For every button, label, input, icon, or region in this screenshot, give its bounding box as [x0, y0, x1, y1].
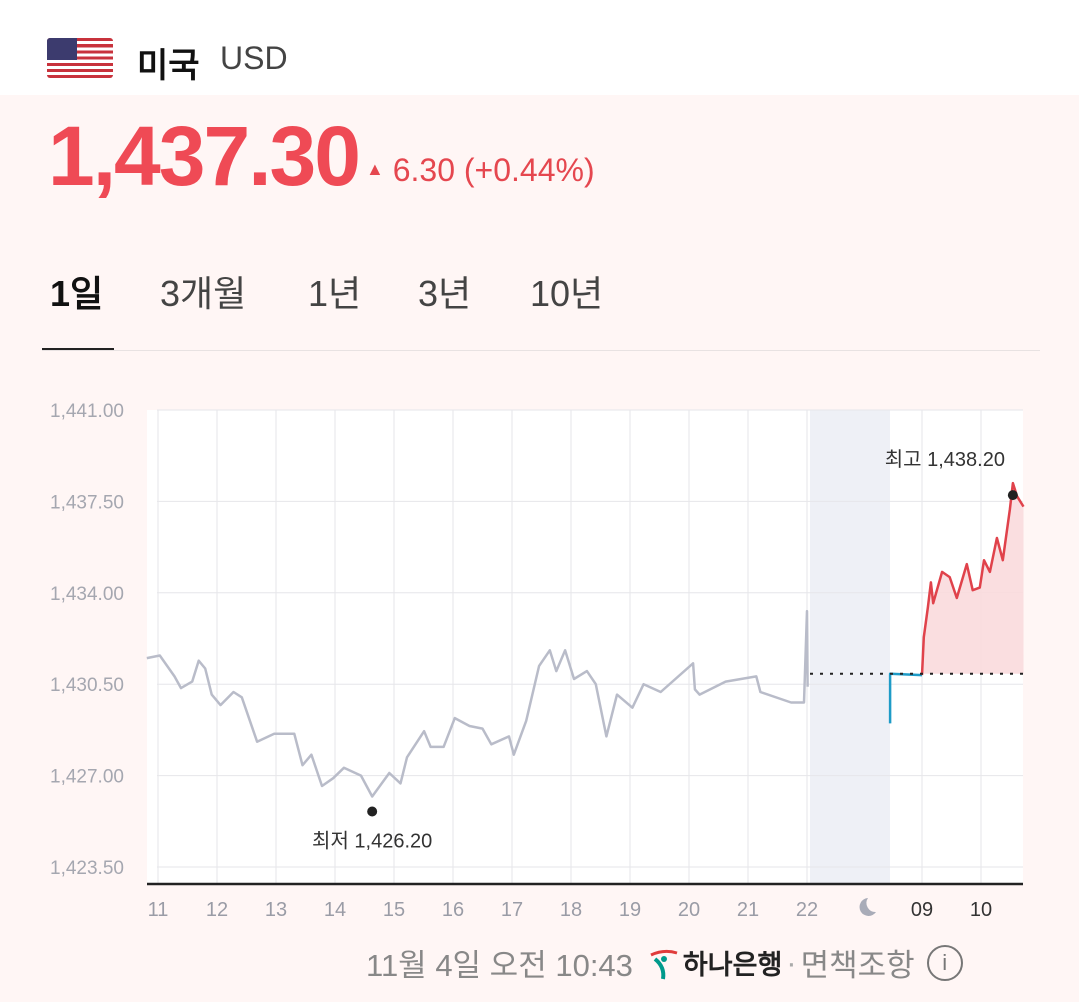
night-session-band: [810, 410, 890, 884]
active-tab-indicator: [42, 348, 114, 351]
country-name: 미국: [137, 46, 200, 86]
info-icon[interactable]: i: [926, 944, 963, 981]
y-tick-label: 1,434.00: [50, 584, 124, 605]
plot-area: [147, 410, 1023, 884]
x-tick-label: 18: [560, 899, 582, 921]
footer: 11월 4일 오전 10:43 하나은행 · 면책조항 i: [366, 940, 963, 985]
price-change: ▲ 6.30 (+0.44%): [366, 152, 595, 189]
x-tick-label: 13: [265, 899, 287, 921]
x-tick-label: 09: [911, 899, 933, 921]
tab-1year[interactable]: 1년: [308, 273, 362, 314]
x-tick-label: 19: [619, 899, 641, 921]
tab-10years[interactable]: 10년: [530, 273, 604, 314]
y-tick-label: 1,427.00: [50, 767, 124, 788]
x-tick-label: 10: [970, 899, 992, 921]
y-tick-label: 1,430.50: [50, 675, 124, 696]
x-tick-label: 11: [148, 899, 169, 921]
bank-name: 하나은행: [682, 950, 783, 980]
currency-code: USD: [220, 40, 288, 76]
tab-3years[interactable]: 3년: [418, 273, 472, 314]
current-price: 1,437.30: [48, 109, 361, 203]
x-tick-label: 22: [796, 899, 818, 921]
moon-icon: [859, 898, 876, 916]
change-value: 6.30 (+0.44%): [392, 152, 595, 188]
timestamp: 11월 4일 오전 10:43: [366, 948, 633, 983]
divider: [42, 350, 1040, 351]
tab-1day[interactable]: 1일: [50, 273, 104, 314]
x-tick-label: 12: [206, 899, 228, 921]
high-label: 최고 1,438.20: [885, 448, 1005, 471]
today-series-line: [920, 481, 1025, 676]
hana-logo-icon: [649, 945, 679, 981]
x-tick-label: 17: [501, 899, 523, 921]
x-tick-label: 20: [678, 899, 700, 921]
disclaimer-link[interactable]: 면책조항: [800, 948, 915, 983]
us-flag-icon: [47, 38, 113, 78]
high-point-marker: [1007, 490, 1018, 501]
today-area-fill: [922, 483, 1024, 676]
up-arrow-icon: ▲: [366, 159, 384, 179]
low-label: 최저 1,426.20: [312, 829, 432, 852]
y-tick-label: 1,441.00: [50, 401, 124, 422]
y-tick-label: 1,437.50: [50, 492, 124, 513]
separator: ·: [786, 944, 797, 980]
x-tick-label: 14: [324, 899, 346, 921]
x-tick-label: 15: [383, 899, 405, 921]
x-tick-label: 16: [442, 899, 464, 921]
previous-series-line: [146, 609, 809, 798]
hana-bank-logo: 하나은행: [649, 943, 782, 982]
x-tick-label: 21: [737, 899, 759, 921]
tab-3months[interactable]: 3개월: [160, 273, 247, 314]
y-tick-label: 1,423.50: [50, 858, 124, 879]
low-point-marker: [367, 806, 378, 817]
